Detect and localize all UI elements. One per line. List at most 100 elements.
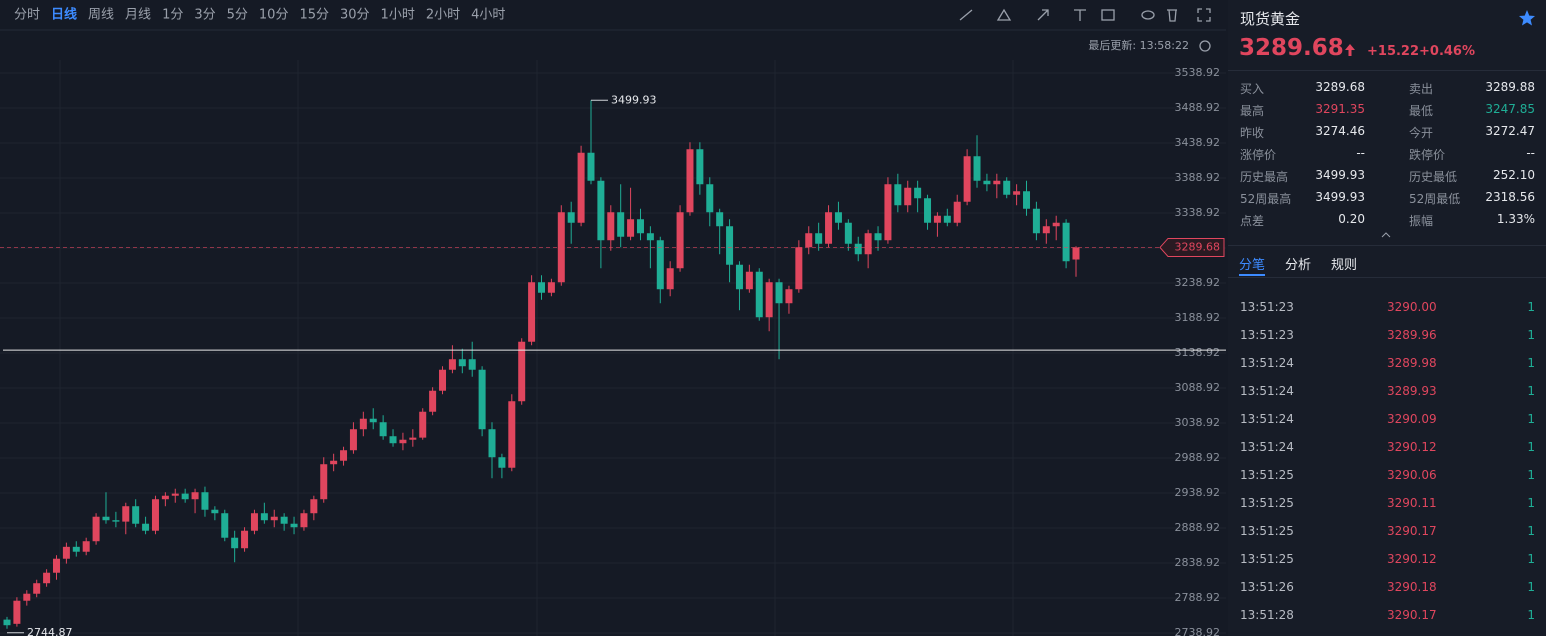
trade-price: 3290.06 [1387, 468, 1437, 482]
period-tab[interactable]: 5分 [227, 8, 248, 23]
stat-label: 最低 [1409, 104, 1434, 118]
candle-body [844, 222, 852, 244]
y-tick-label: 2888.92 [1175, 521, 1221, 534]
candle-body [973, 156, 981, 181]
candle-body [399, 439, 407, 444]
panel-tab[interactable]: 分笔 [1239, 258, 1266, 273]
period-tab[interactable]: 10分 [259, 8, 289, 23]
candle-body [894, 184, 902, 206]
trade-time: 13:51:28 [1240, 608, 1294, 622]
tool-text[interactable] [1074, 9, 1086, 21]
candle-body [706, 184, 714, 213]
period-tab[interactable]: 4小时 [471, 8, 505, 23]
tool-delete[interactable] [1167, 9, 1177, 22]
candle-body [142, 523, 150, 531]
period-tab[interactable]: 30分 [340, 8, 370, 23]
panel-tab[interactable]: 规则 [1331, 258, 1358, 273]
period-tab[interactable]: 3分 [194, 8, 215, 23]
candle-body [330, 460, 338, 465]
star-shape [1519, 10, 1535, 26]
candle-body [745, 271, 753, 290]
tool-shape[interactable] [996, 8, 1012, 21]
trade-time: 13:51:23 [1240, 300, 1294, 314]
candle-body [1013, 191, 1021, 195]
y-tick-label: 3038.92 [1175, 416, 1221, 429]
candle-body [1003, 180, 1011, 195]
trade-time: 13:51:26 [1240, 580, 1294, 594]
trade-price: 3290.17 [1387, 524, 1437, 538]
candle-body [379, 422, 387, 437]
candle-body [508, 401, 516, 468]
candle-body [904, 187, 912, 206]
tool-fullscreen[interactable] [1197, 8, 1211, 22]
candle-body [191, 492, 199, 500]
period-tab[interactable]: 月线 [125, 8, 151, 23]
v-grid [59, 60, 1014, 636]
candle-body [102, 516, 110, 521]
candle-body [765, 282, 773, 318]
y-tick-label: 3538.92 [1175, 66, 1221, 79]
candle-body [914, 187, 922, 199]
refresh-icon[interactable] [1199, 40, 1211, 52]
collapse-icon[interactable] [1381, 231, 1391, 239]
panel-tab[interactable]: 分析 [1285, 258, 1312, 273]
candle-body [1062, 222, 1070, 262]
candle-body [488, 429, 496, 458]
tool-eye[interactable] [1141, 10, 1155, 20]
period-tab[interactable]: 分时 [14, 8, 40, 23]
candle-body [310, 499, 318, 514]
period-tab[interactable]: 1小时 [381, 8, 415, 23]
stat-value: 3499.93 [1315, 168, 1365, 182]
last-update: 最后更新: 13:58:22 [1088, 38, 1189, 52]
y-tick-label: 3188.92 [1175, 311, 1221, 324]
stat-value: 3274.46 [1315, 124, 1365, 138]
candle-body [834, 212, 842, 223]
candle-body [132, 506, 140, 524]
trade-volume: 1 [1527, 412, 1535, 426]
trade-volume: 1 [1527, 468, 1535, 482]
y-tick-label: 3338.92 [1175, 206, 1221, 219]
stat-value: 0.20 [1338, 212, 1365, 226]
stat-label: 今开 [1409, 126, 1434, 140]
tool-line[interactable] [959, 9, 973, 21]
favorite-star[interactable] [1518, 9, 1536, 27]
candle-body [617, 212, 625, 237]
period-tab[interactable]: 周线 [88, 8, 114, 23]
period-tab[interactable]: 2小时 [426, 8, 460, 23]
tab-underline [1239, 274, 1265, 276]
trade-volume: 1 [1527, 496, 1535, 510]
candle-body [260, 513, 268, 521]
candle-body [587, 152, 595, 181]
stat-label: 最高 [1240, 104, 1265, 118]
y-tick-label: 3238.92 [1175, 276, 1221, 289]
y-tick-label: 3488.92 [1175, 101, 1221, 114]
candle-body [666, 268, 674, 290]
stat-value: 3289.68 [1315, 80, 1365, 94]
period-tab[interactable]: 15分 [299, 8, 329, 23]
divider [1228, 70, 1546, 71]
trade-price: 3289.93 [1387, 384, 1437, 398]
candle-body [171, 493, 179, 496]
candle-body [439, 369, 447, 391]
period-tab[interactable]: 日线 [51, 7, 77, 23]
candle-body [340, 450, 348, 461]
divider [1228, 277, 1546, 278]
y-tick-label: 2788.92 [1175, 591, 1221, 604]
y-tick-label: 3088.92 [1175, 381, 1221, 394]
stat-label: 买入 [1240, 82, 1265, 96]
trade-price: 3290.00 [1387, 300, 1437, 314]
stat-value: 1.33% [1496, 212, 1535, 226]
tool-arrow[interactable] [1037, 9, 1049, 21]
tool-note[interactable] [1101, 9, 1115, 21]
candle-body [92, 516, 100, 542]
period-tab[interactable]: 1分 [162, 8, 183, 23]
change: +15.22 [1367, 44, 1420, 59]
candle-body [993, 180, 1001, 185]
stat-label: 卖出 [1409, 82, 1434, 96]
stat-value: -- [1356, 146, 1365, 160]
candle-body [924, 198, 932, 223]
candle-body [290, 523, 298, 528]
draw-tools [959, 8, 1211, 52]
candle-body [221, 513, 229, 538]
trade-time: 13:51:25 [1240, 524, 1294, 538]
